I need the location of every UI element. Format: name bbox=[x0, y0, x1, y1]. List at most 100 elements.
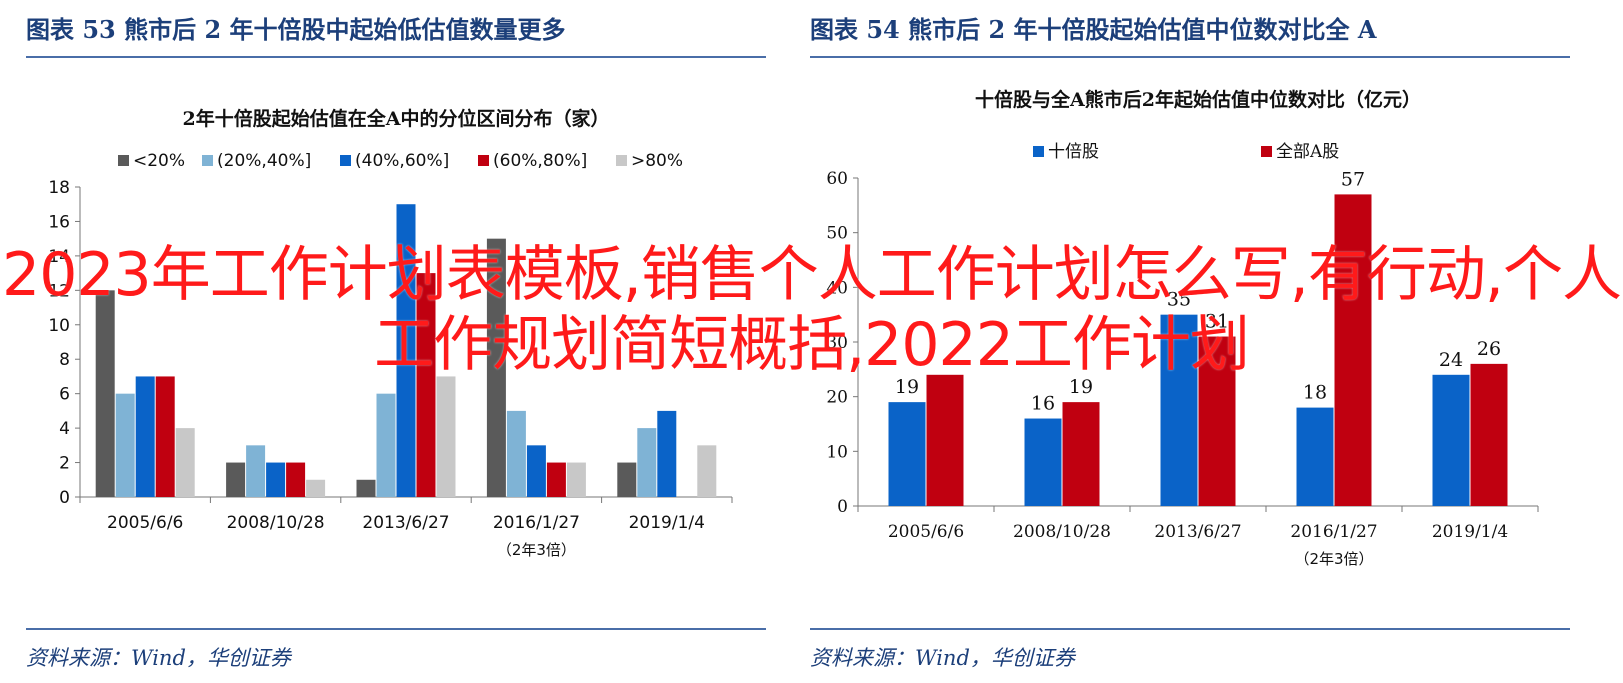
figure-53: 图表 53 熊市后 2 年十倍股中起始低估值数量更多 2年十倍股起始估值在全A中… bbox=[0, 0, 800, 683]
y-tick-label: 40 bbox=[826, 278, 848, 298]
y-tick-label: 16 bbox=[48, 212, 70, 232]
y-tick-label: 10 bbox=[826, 442, 848, 462]
figure-53-top-rule bbox=[26, 56, 766, 58]
bar-3-5 bbox=[657, 410, 677, 497]
data-label: 19 bbox=[895, 376, 919, 398]
bar-2-4 bbox=[1334, 194, 1372, 506]
x-tick-label: 2016/1/27 bbox=[493, 513, 580, 533]
bar-3-1 bbox=[135, 376, 155, 497]
data-label: 24 bbox=[1439, 349, 1463, 371]
y-tick-label: 18 bbox=[48, 178, 70, 198]
y-tick-label: 20 bbox=[826, 388, 848, 408]
data-label: 18 bbox=[1303, 382, 1327, 404]
y-tick-label: 4 bbox=[59, 419, 70, 439]
y-tick-label: 8 bbox=[59, 350, 70, 370]
data-label: 31 bbox=[1205, 311, 1229, 333]
x-tick-note: （2年3倍） bbox=[497, 541, 576, 559]
y-tick-label: 14 bbox=[48, 247, 70, 267]
data-label: 26 bbox=[1477, 338, 1501, 360]
x-tick-label: 2019/1/4 bbox=[1432, 522, 1508, 542]
x-tick-label: 2005/6/6 bbox=[888, 522, 964, 542]
y-tick-label: 60 bbox=[826, 169, 848, 189]
bar-1-4 bbox=[486, 238, 506, 497]
chart-title: 2年十倍股起始估值在全A中的分位区间分布（家） bbox=[183, 107, 610, 130]
bar-2-2 bbox=[1062, 402, 1100, 506]
bar-1-5 bbox=[1432, 374, 1470, 506]
bar-3-4 bbox=[526, 445, 546, 497]
legend-label-1: 十倍股 bbox=[1048, 142, 1099, 162]
bar-2-3 bbox=[1198, 336, 1236, 506]
bar-1-2 bbox=[1024, 418, 1062, 506]
legend-swatch-4 bbox=[478, 155, 489, 166]
bar-2-5 bbox=[637, 428, 657, 497]
bar-1-1 bbox=[888, 402, 926, 506]
figure-53-header: 图表 53 熊市后 2 年十倍股中起始低估值数量更多 bbox=[26, 15, 566, 44]
x-tick-label: 2005/6/6 bbox=[107, 513, 183, 533]
bar-2-2 bbox=[246, 445, 266, 497]
bar-1-3 bbox=[1160, 314, 1198, 506]
bar-1-3 bbox=[356, 479, 376, 497]
y-tick-label: 6 bbox=[59, 385, 70, 405]
legend-label-1: <20% bbox=[133, 151, 185, 171]
bar-3-2 bbox=[266, 462, 286, 497]
legend-swatch-1 bbox=[1033, 146, 1044, 157]
bar-2-3 bbox=[376, 393, 396, 497]
data-label: 19 bbox=[1069, 376, 1093, 398]
data-label: 16 bbox=[1031, 393, 1055, 415]
bar-5-4 bbox=[566, 462, 586, 497]
figure-54: 图表 54 熊市后 2 年十倍股起始估值中位数对比全 A 十倍股与全A熊市后2年… bbox=[810, 0, 1623, 683]
data-label: 57 bbox=[1341, 168, 1365, 190]
legend-swatch-3 bbox=[340, 155, 351, 166]
x-tick-label: 2008/10/28 bbox=[227, 513, 325, 533]
bar-3-3 bbox=[396, 204, 416, 497]
bar-2-1 bbox=[926, 374, 964, 506]
chart-54: 十倍股与全A熊市后2年起始估值中位数对比（亿元） 十倍股 全部A股 0 10 20 30 40… bbox=[826, 88, 1539, 568]
bar-1-2 bbox=[226, 462, 246, 497]
figure-54-source: 资料来源：Wind，华创证券 bbox=[810, 646, 1075, 670]
bar-5-2 bbox=[306, 479, 326, 497]
y-tick-label: 2 bbox=[59, 454, 70, 474]
bar-2-1 bbox=[115, 393, 135, 497]
y-tick-label: 50 bbox=[826, 224, 848, 244]
legend-label-3: (40%,60%] bbox=[355, 151, 449, 171]
legend-swatch-1 bbox=[118, 155, 129, 166]
legend-swatch-2 bbox=[202, 155, 213, 166]
legend-swatch-2 bbox=[1261, 146, 1272, 157]
figure-54-bottom-rule bbox=[810, 628, 1570, 630]
y-tick-label: 30 bbox=[826, 333, 848, 353]
y-tick-label: 12 bbox=[48, 281, 70, 301]
legend-label-2: (20%,40%] bbox=[217, 151, 311, 171]
bar-1-5 bbox=[617, 462, 637, 497]
figure-54-top-rule bbox=[810, 56, 1570, 58]
legend-label-5: >80% bbox=[631, 151, 683, 171]
x-tick-label: 2019/1/4 bbox=[629, 513, 705, 533]
bar-1-4 bbox=[1296, 407, 1334, 506]
bar-4-4 bbox=[546, 462, 566, 497]
x-tick-note: （2年3倍） bbox=[1294, 550, 1373, 568]
legend-swatch-5 bbox=[616, 155, 627, 166]
bar-4-2 bbox=[286, 462, 306, 497]
y-tick-label: 0 bbox=[59, 488, 70, 508]
x-tick-label: 2016/1/27 bbox=[1290, 522, 1377, 542]
x-tick-label: 2013/6/27 bbox=[1154, 522, 1241, 542]
x-tick-label: 2008/10/28 bbox=[1013, 522, 1111, 542]
figure-54-header: 图表 54 熊市后 2 年十倍股起始估值中位数对比全 A bbox=[810, 15, 1377, 44]
legend-label-4: (60%,80%] bbox=[493, 151, 587, 171]
figure-53-bottom-rule bbox=[26, 628, 766, 630]
figure-53-source: 资料来源：Wind，华创证券 bbox=[26, 646, 291, 670]
chart-title: 十倍股与全A熊市后2年起始估值中位数对比（亿元） bbox=[975, 88, 1421, 111]
legend-label-2: 全部A股 bbox=[1276, 142, 1339, 162]
data-label: 35 bbox=[1167, 289, 1191, 311]
y-tick-label: 10 bbox=[48, 316, 70, 336]
bar-2-4 bbox=[506, 410, 526, 497]
bar-4-3 bbox=[416, 273, 436, 497]
bar-5-1 bbox=[175, 428, 195, 497]
bar-5-3 bbox=[436, 376, 456, 497]
bar-4-1 bbox=[155, 376, 175, 497]
overlay-watermark-title: 2023年工作计划表模板,销售个人工作计划怎么写,有行动,个人工作规划简短概括,… bbox=[2, 240, 1622, 380]
y-tick-label: 0 bbox=[837, 497, 848, 517]
chart-53: 2年十倍股起始估值在全A中的分位区间分布（家） <20% (20%,40%] (40%… bbox=[48, 107, 733, 559]
x-tick-label: 2013/6/27 bbox=[362, 513, 449, 533]
bar-1-1 bbox=[95, 290, 115, 497]
bar-2-5 bbox=[1470, 363, 1508, 506]
